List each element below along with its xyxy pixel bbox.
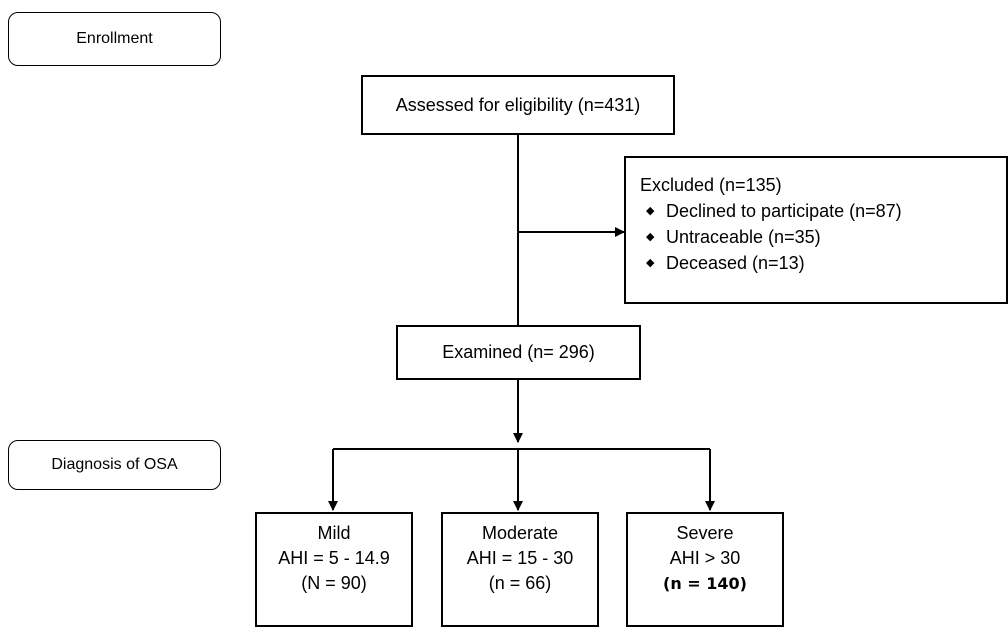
diagnosis-stage-label: Diagnosis of OSA bbox=[8, 440, 221, 490]
assessed-box: Assessed for eligibility (n=431) bbox=[361, 75, 675, 135]
examined-label: Examined (n= 296) bbox=[442, 342, 595, 362]
excluded-item-label: Declined to participate (n=87) bbox=[666, 201, 902, 221]
diamond-bullet-icon: ◆ bbox=[646, 205, 655, 217]
moderate-group-box: Moderate AHI = 15 - 30 (n = 66) bbox=[441, 512, 599, 627]
group-count: (n = 66) bbox=[488, 573, 552, 593]
group-name: Mild bbox=[317, 523, 351, 543]
enrollment-label: Enrollment bbox=[76, 30, 153, 47]
diamond-bullet-icon: ◆ bbox=[646, 257, 655, 269]
group-name: Severe bbox=[676, 523, 734, 543]
excluded-title: Excluded (n=135) bbox=[640, 175, 782, 195]
group-ahi: AHI = 5 - 14.9 bbox=[278, 548, 390, 568]
assessed-label: Assessed for eligibility (n=431) bbox=[395, 94, 641, 115]
group-ahi: AHI > 30 bbox=[669, 548, 741, 568]
list-item: ◆ Untraceable (n=35) bbox=[640, 224, 1006, 250]
excluded-item-label: Untraceable (n=35) bbox=[666, 227, 821, 247]
group-ahi: AHI = 15 - 30 bbox=[466, 548, 574, 568]
mild-group-box: Mild AHI = 5 - 14.9 (N = 90) bbox=[255, 512, 413, 627]
group-count: (N = 90) bbox=[301, 573, 367, 593]
severe-group-box: Severe AHI > 30 (n = 140) bbox=[626, 512, 784, 627]
group-count: (n = 140) bbox=[663, 574, 747, 593]
enrollment-stage-label: Enrollment bbox=[8, 12, 221, 66]
diamond-bullet-icon: ◆ bbox=[646, 231, 655, 243]
excluded-list: ◆ Declined to participate (n=87) ◆ Untra… bbox=[640, 198, 1006, 276]
group-name: Moderate bbox=[481, 523, 559, 543]
excluded-box: Excluded (n=135) ◆ Declined to participa… bbox=[624, 156, 1008, 304]
list-item: ◆ Deceased (n=13) bbox=[640, 250, 1006, 276]
list-item: ◆ Declined to participate (n=87) bbox=[640, 198, 1006, 224]
excluded-item-label: Deceased (n=13) bbox=[666, 253, 805, 273]
examined-box: Examined (n= 296) bbox=[396, 325, 641, 380]
diagnosis-label: Diagnosis of OSA bbox=[51, 456, 178, 473]
